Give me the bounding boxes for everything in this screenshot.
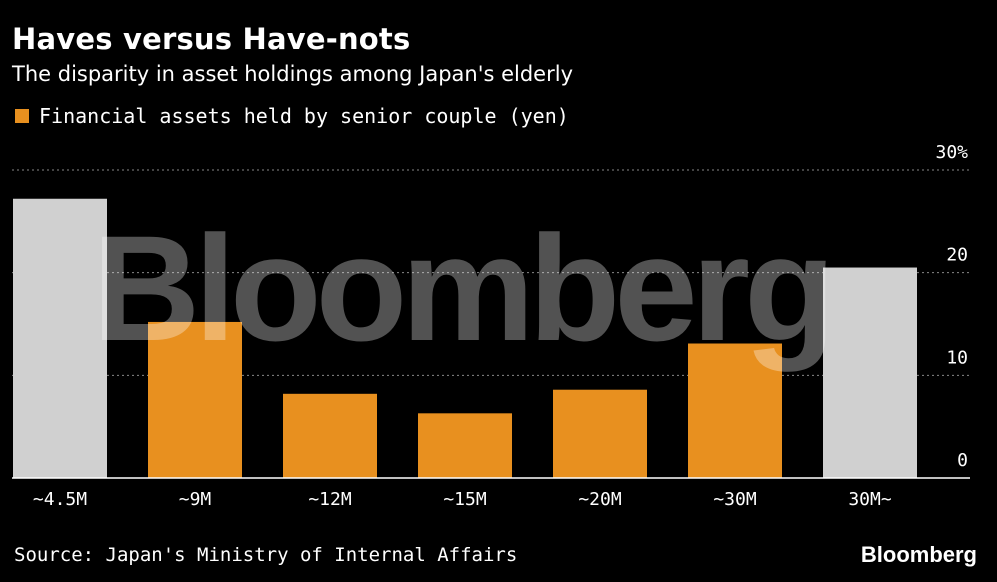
- chart-subtitle: The disparity in asset holdings among Ja…: [12, 62, 574, 86]
- bloomberg-watermark: Bloomberg: [92, 204, 830, 372]
- x-tick-label: ~20M: [578, 489, 622, 510]
- x-tick-label: 30M~: [848, 489, 892, 510]
- bar-3: [283, 393, 377, 478]
- y-tick-label: 0: [957, 450, 968, 471]
- legend-swatch: [15, 109, 29, 123]
- x-tick-label: ~15M: [443, 489, 487, 510]
- y-tick-label: 30%: [935, 142, 968, 163]
- x-tick-label: ~30M: [713, 489, 757, 510]
- x-tick-label: ~4.5M: [33, 489, 87, 510]
- y-tick-label: 20: [946, 245, 968, 266]
- bar-5: [553, 389, 647, 478]
- labels: 0 10 20 30% ~4.5M ~9M ~12M ~15M ~20M ~30M 30M~: [33, 142, 968, 510]
- bar-1: [13, 198, 107, 478]
- x-tick-label: ~9M: [179, 489, 212, 510]
- chart-title: Haves versus Have-nots: [12, 22, 411, 56]
- bar-4: [418, 413, 512, 478]
- bar-7: [823, 267, 917, 478]
- y-tick-label: 10: [946, 347, 968, 368]
- bars: [13, 198, 917, 478]
- brand-logo: Bloomberg: [860, 542, 977, 567]
- legend-label: Financial assets held by senior couple (…: [39, 104, 569, 128]
- bar-6: [688, 343, 782, 478]
- legend: Financial assets held by senior couple (…: [15, 104, 569, 128]
- bar-2: [148, 321, 242, 478]
- bar-chart: Bloomberg 0 10 20 30% ~4.5M ~9M ~12M ~15M ~20M ~3…: [12, 142, 970, 510]
- source-note: Source: Japan's Ministry of Internal Aff…: [14, 544, 518, 566]
- x-tick-label: ~12M: [308, 489, 352, 510]
